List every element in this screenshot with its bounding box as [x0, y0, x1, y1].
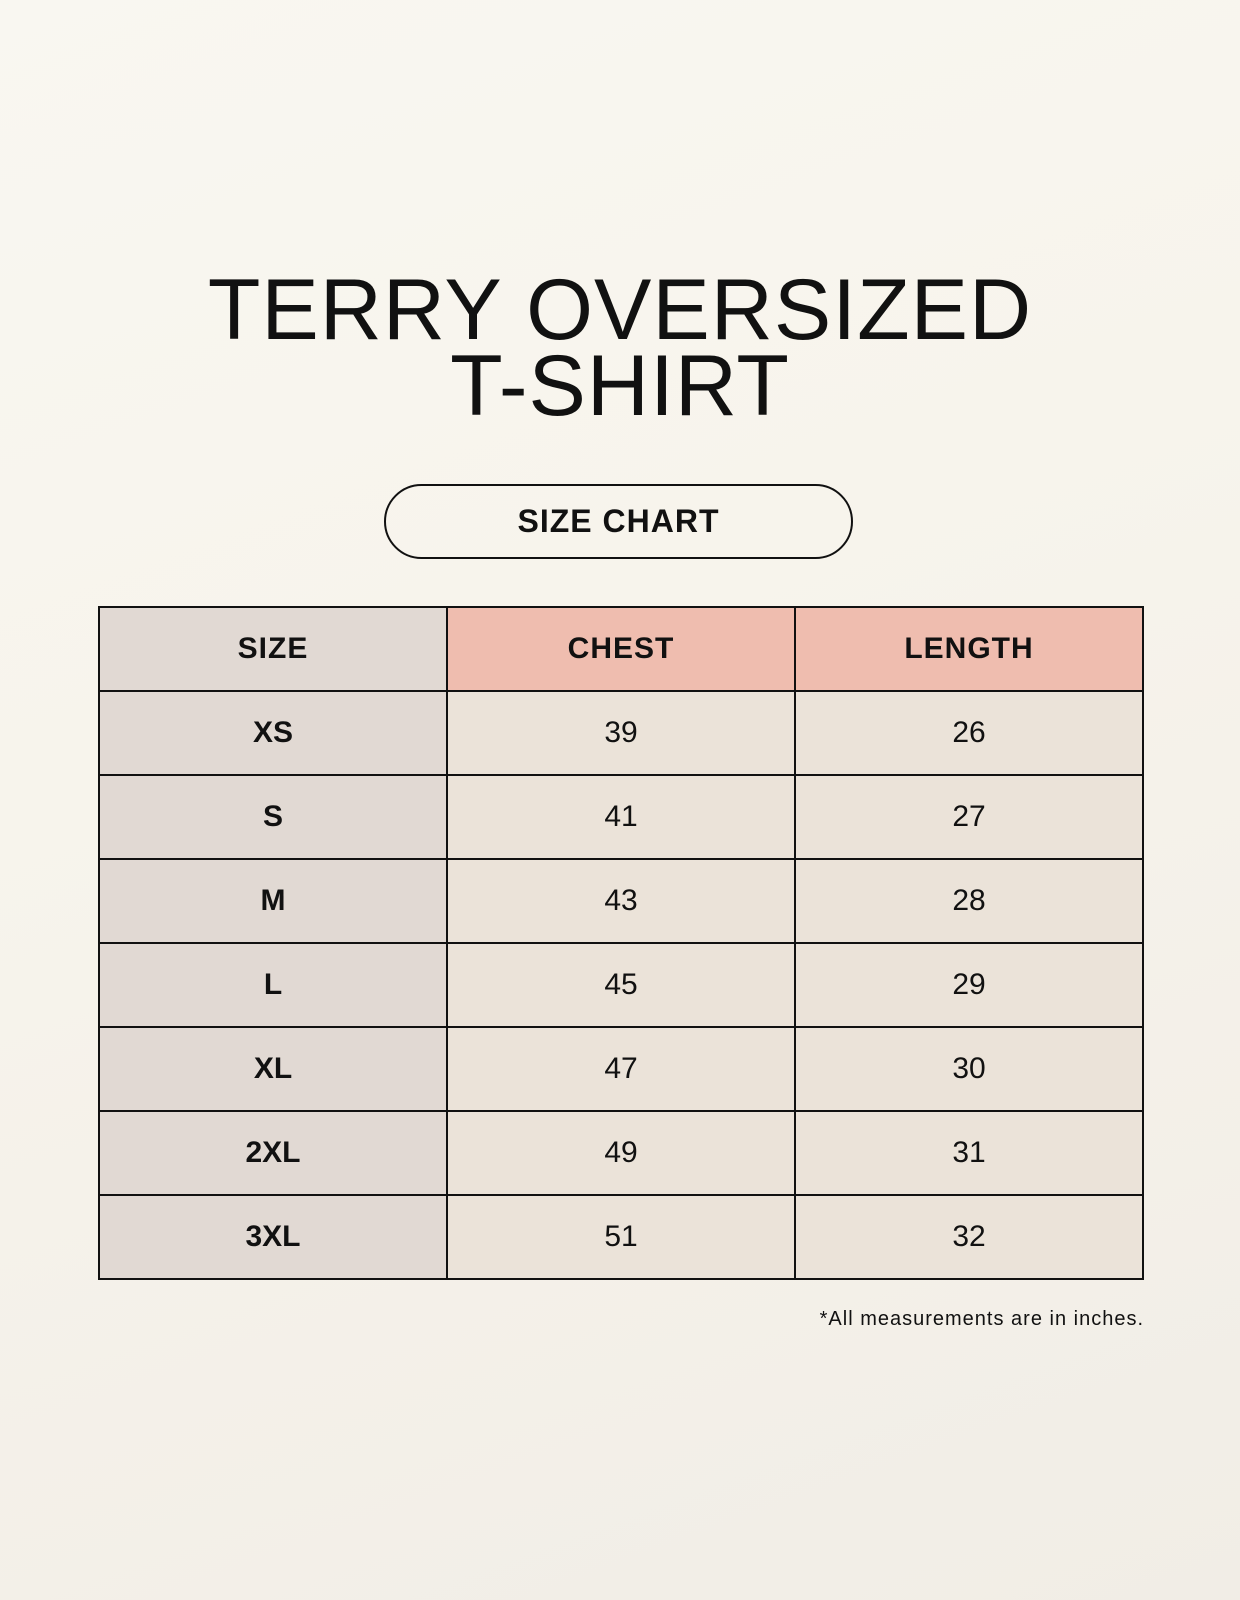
- chest-cell: 43: [446, 858, 796, 944]
- chest-cell: 45: [446, 942, 796, 1028]
- length-cell: 28: [794, 858, 1144, 944]
- chest-cell: 39: [446, 690, 796, 776]
- table-row: L 45 29: [98, 942, 1144, 1028]
- length-cell: 29: [794, 942, 1144, 1028]
- header-chest: CHEST: [446, 606, 796, 692]
- title-line-2: T-SHIRT: [450, 338, 790, 434]
- table-row: M 43 28: [98, 858, 1144, 944]
- length-cell: 32: [794, 1194, 1144, 1280]
- header-size: SIZE: [98, 606, 448, 692]
- table-row: 3XL 51 32: [98, 1194, 1144, 1280]
- chest-cell: 49: [446, 1110, 796, 1196]
- size-table: SIZE CHEST LENGTH XS 39 26 S 41 27 M 43 28 L 45 29 X…: [98, 606, 1144, 1280]
- length-cell: 27: [794, 774, 1144, 860]
- chest-cell: 47: [446, 1026, 796, 1112]
- size-cell: XS: [98, 690, 448, 776]
- size-cell: 2XL: [98, 1110, 448, 1196]
- size-cell: S: [98, 774, 448, 860]
- size-chart-badge: SIZE CHART: [384, 484, 853, 559]
- length-cell: 26: [794, 690, 1144, 776]
- title-line-1: TERRY OVERSIZED: [207, 262, 1033, 358]
- size-cell: XL: [98, 1026, 448, 1112]
- size-cell: 3XL: [98, 1194, 448, 1280]
- table-row: XS 39 26: [98, 690, 1144, 776]
- chest-cell: 41: [446, 774, 796, 860]
- table-row: S 41 27: [98, 774, 1144, 860]
- table-row: XL 47 30: [98, 1026, 1144, 1112]
- size-cell: M: [98, 858, 448, 944]
- table-row: 2XL 49 31: [98, 1110, 1144, 1196]
- header-length: LENGTH: [794, 606, 1144, 692]
- footnote: *All measurements are in inches.: [819, 1308, 1144, 1330]
- page-title: TERRY OVERSIZED T-SHIRT: [0, 262, 1240, 434]
- length-cell: 30: [794, 1026, 1144, 1112]
- chest-cell: 51: [446, 1194, 796, 1280]
- size-cell: L: [98, 942, 448, 1028]
- header-row: SIZE CHEST LENGTH: [98, 606, 1144, 692]
- length-cell: 31: [794, 1110, 1144, 1196]
